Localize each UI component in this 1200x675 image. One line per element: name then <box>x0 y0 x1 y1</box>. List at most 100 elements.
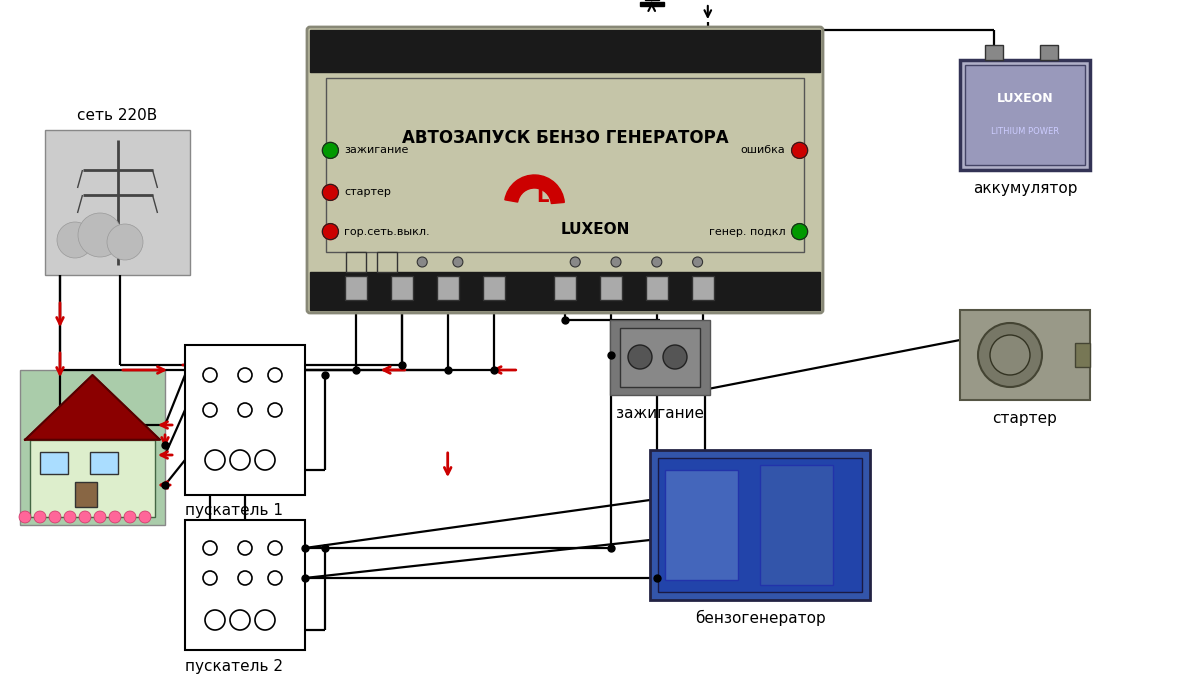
Circle shape <box>109 511 121 523</box>
Circle shape <box>268 368 282 382</box>
Circle shape <box>611 257 622 267</box>
Bar <box>344 276 367 300</box>
Text: зажигание: зажигание <box>616 406 704 421</box>
Text: стартер: стартер <box>992 410 1057 425</box>
Text: LITHIUM POWER: LITHIUM POWER <box>991 127 1060 136</box>
Bar <box>20 370 166 525</box>
Circle shape <box>256 450 275 470</box>
Bar <box>90 452 118 474</box>
Bar <box>640 2 664 6</box>
Circle shape <box>792 142 808 159</box>
Circle shape <box>78 213 122 257</box>
Circle shape <box>94 511 106 523</box>
Circle shape <box>238 541 252 555</box>
Circle shape <box>652 257 662 267</box>
Circle shape <box>268 541 282 555</box>
Bar <box>346 252 366 272</box>
Bar <box>985 45 1003 60</box>
Text: L: L <box>536 188 548 207</box>
Circle shape <box>323 223 338 240</box>
Text: ошибка: ошибка <box>740 145 786 155</box>
Text: 0: 0 <box>647 0 656 3</box>
Bar <box>960 310 1090 400</box>
Circle shape <box>58 222 94 258</box>
Text: стартер: стартер <box>344 188 391 197</box>
Circle shape <box>692 257 703 267</box>
Text: +12 В: +12 В <box>700 0 746 3</box>
Bar <box>960 60 1090 170</box>
Bar <box>646 276 667 300</box>
Bar <box>1075 343 1090 367</box>
Text: LUXEON: LUXEON <box>560 223 630 238</box>
Bar <box>185 345 305 495</box>
Bar <box>482 276 505 300</box>
Circle shape <box>203 541 217 555</box>
Text: гор.сеть.выкл.: гор.сеть.выкл. <box>344 227 430 237</box>
Bar <box>185 520 305 650</box>
Circle shape <box>203 571 217 585</box>
Circle shape <box>256 610 275 630</box>
Bar <box>554 276 576 300</box>
Bar <box>650 450 870 600</box>
Bar <box>74 481 97 507</box>
Bar <box>437 276 458 300</box>
Circle shape <box>323 184 338 200</box>
Bar <box>30 439 155 517</box>
Circle shape <box>64 511 76 523</box>
Bar <box>1040 45 1058 60</box>
Text: генер. подкл: генер. подкл <box>709 227 786 237</box>
Text: сеть 220В: сеть 220В <box>77 109 157 124</box>
Bar <box>377 252 396 272</box>
Bar <box>760 465 833 585</box>
Text: аккумулятор: аккумулятор <box>973 180 1078 196</box>
Circle shape <box>205 450 226 470</box>
Text: LUXEON: LUXEON <box>997 92 1054 105</box>
Circle shape <box>452 257 463 267</box>
Circle shape <box>79 511 91 523</box>
Text: АВТОЗАПУСК БЕНЗО ГЕНЕРАТОРА: АВТОЗАПУСК БЕНЗО ГЕНЕРАТОРА <box>402 129 728 147</box>
Wedge shape <box>505 175 564 204</box>
Circle shape <box>34 511 46 523</box>
Text: пускатель 2: пускатель 2 <box>185 659 283 674</box>
Bar <box>620 328 700 387</box>
Circle shape <box>124 511 136 523</box>
Bar <box>658 458 862 592</box>
FancyBboxPatch shape <box>307 27 823 313</box>
Bar <box>965 65 1085 165</box>
Bar <box>46 130 190 275</box>
Circle shape <box>268 571 282 585</box>
Circle shape <box>49 511 61 523</box>
Circle shape <box>238 403 252 417</box>
Bar <box>610 320 710 395</box>
Circle shape <box>230 450 250 470</box>
Bar <box>691 276 714 300</box>
Text: зажигание: зажигание <box>344 145 409 155</box>
Bar <box>40 452 68 474</box>
Polygon shape <box>25 375 160 439</box>
Bar <box>310 272 820 310</box>
Bar <box>600 276 622 300</box>
Circle shape <box>990 335 1030 375</box>
Circle shape <box>570 257 581 267</box>
Circle shape <box>107 224 143 260</box>
Circle shape <box>418 257 427 267</box>
Bar <box>665 470 738 580</box>
Circle shape <box>662 345 686 369</box>
Circle shape <box>205 610 226 630</box>
Circle shape <box>323 142 338 159</box>
Circle shape <box>203 403 217 417</box>
FancyBboxPatch shape <box>326 78 804 252</box>
Circle shape <box>268 403 282 417</box>
Circle shape <box>230 610 250 630</box>
Bar <box>310 30 820 72</box>
Circle shape <box>628 345 652 369</box>
Text: бензогенератор: бензогенератор <box>695 610 826 626</box>
Circle shape <box>203 368 217 382</box>
Text: пускатель 1: пускатель 1 <box>185 504 283 518</box>
Circle shape <box>238 571 252 585</box>
Circle shape <box>19 511 31 523</box>
Circle shape <box>978 323 1042 387</box>
Circle shape <box>139 511 151 523</box>
Bar <box>391 276 413 300</box>
Circle shape <box>238 368 252 382</box>
